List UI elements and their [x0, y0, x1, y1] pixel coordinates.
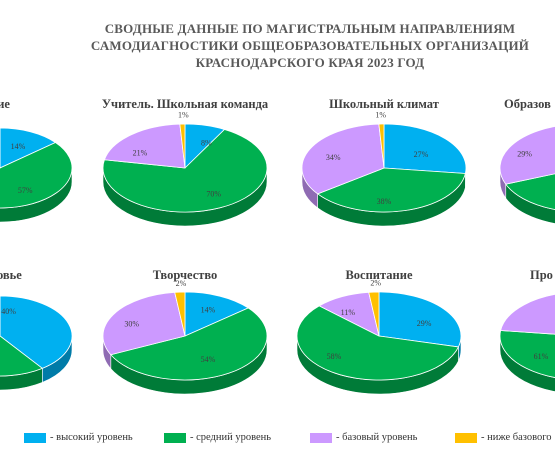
pie-1-slice-medium	[0, 142, 73, 209]
pie-6-title: Творчество	[153, 268, 218, 282]
legend-label-below: - ниже базового	[481, 432, 552, 443]
pie-chart-1: 14% 57% ние	[0, 97, 73, 223]
pie-8-title: Про	[530, 268, 553, 282]
legend-item-high: - высокий уровень	[24, 432, 133, 443]
page-title: СВОДНЫЕ ДАННЫЕ ПО МАГИСТРАЛЬНЫМ НАПРАВЛЕ…	[0, 20, 555, 71]
pie-3-slice-basic	[301, 123, 385, 195]
pie-chart-7: 29% 58% 11% 2%Воспитание	[296, 268, 462, 395]
pie-2-slice-below	[179, 123, 186, 169]
pie-3-label-high: 27%	[414, 150, 429, 159]
pie-8-slice-basic	[500, 294, 555, 335]
pie-3-slice-high	[383, 123, 467, 174]
pie-4-title: Образов	[504, 97, 551, 111]
legend-label-medium: - средний уровень	[190, 432, 272, 443]
pie-7-label-basic: 11%	[341, 308, 356, 317]
title-line-1: СВОДНЫЕ ДАННЫЕ ПО МАГИСТРАЛЬНЫМ НАПРАВЛЕ…	[104, 21, 516, 36]
legend-label-high: - высокий уровень	[50, 432, 133, 443]
pie-2-label-high: 8%	[201, 138, 212, 147]
pie-3-label-below: 1%	[375, 110, 386, 119]
pie-6-label-basic: 30%	[124, 320, 139, 329]
pie-charts-area: 14%57%ние8%70%21%1%Учитель. Школьная ком…	[0, 97, 555, 395]
pie-8-label-medium: 61%	[534, 352, 549, 361]
pie-6-slice-high	[184, 291, 250, 337]
legend-label-basic: - базовый уровень	[336, 432, 418, 443]
pie-1-label-medium: 57%	[18, 186, 33, 195]
legend-item-basic: - базовый уровень	[310, 432, 417, 443]
title-line-2: САМОДИАГНОСТИКИ ОБЩЕОБРАЗОВАТЕЛЬНЫХ ОРГА…	[90, 38, 530, 53]
pie-8-slice-medium	[499, 330, 555, 378]
pie-chart-3: 27% 38% 34% 1%Школьный климат	[301, 97, 467, 227]
pie-5-slice-high	[0, 295, 73, 369]
pie-4-slice-medium	[505, 173, 555, 210]
pie-chart-6: 14% 54% 30% 2%Творчество	[102, 268, 268, 395]
pie-2-slice-medium	[102, 128, 268, 213]
pie-5-side-medium	[0, 367, 43, 391]
legend-swatch-medium	[164, 432, 186, 443]
legend-swatch-high	[24, 432, 46, 443]
pie-3-label-basic: 34%	[326, 153, 341, 162]
pie-7-slice-medium	[296, 305, 460, 381]
pie-5-slice-medium	[0, 335, 44, 377]
legend-item-medium: - средний уровень	[164, 432, 271, 443]
pie-3-slice-below	[378, 123, 385, 169]
pie-6-label-below: 2%	[176, 279, 187, 288]
legend: - высокий уровень - средний уровень - ба…	[0, 432, 555, 450]
pie-3-title: Школьный климат	[329, 97, 439, 111]
pie-2-label-medium: 70%	[206, 190, 221, 199]
pie-7-slice-high	[378, 291, 462, 348]
pie-2-label-basic: 21%	[133, 149, 148, 158]
legend-swatch-basic	[310, 432, 332, 443]
pie-5-label-high: 40%	[1, 307, 16, 316]
pie-6-slice-below	[174, 291, 186, 337]
pie-chart-5: 40% ровье	[0, 268, 73, 391]
pie-6-slice-medium	[110, 307, 268, 381]
pie-7-label-high: 29%	[417, 319, 432, 328]
pie-7-label-medium: 58%	[327, 352, 342, 361]
pie-3-slice-medium	[316, 167, 466, 213]
legend-swatch-below	[455, 432, 477, 443]
pie-5-title: ровье	[0, 268, 22, 282]
pie-chart-8: 61% Про	[499, 268, 555, 392]
pie-2-title: Учитель. Школьная команда	[102, 97, 269, 111]
pie-7-title: Воспитание	[345, 268, 412, 282]
title-line-3: КРАСНОДАРСКОГО КРАЯ 2023 ГОД	[195, 55, 425, 70]
pie-1-label-high: 14%	[11, 142, 26, 151]
pie-7-label-below: 2%	[370, 278, 381, 287]
pie-chart-4: 29% Образов	[499, 97, 555, 224]
pie-6-label-high: 14%	[201, 306, 216, 315]
pie-1-slice-high	[0, 127, 57, 169]
pie-8-side-medium	[499, 335, 555, 392]
pie-6-label-medium: 54%	[201, 355, 216, 364]
pie-4-label-basic: 29%	[517, 149, 532, 158]
pie-2-slice-basic	[103, 123, 186, 169]
pie-3-label-medium: 38%	[377, 197, 392, 206]
pie-chart-2: 8% 70% 21% 1%Учитель. Школьная команда	[102, 97, 269, 227]
pie-1-title: ние	[0, 97, 10, 111]
pie-4-slice-basic	[499, 126, 555, 185]
pie-7-slice-below	[368, 291, 380, 337]
pie-2-label-below: 1%	[178, 110, 189, 119]
pie-6-slice-basic	[102, 291, 186, 356]
legend-item-below: - ниже базового	[455, 432, 552, 443]
